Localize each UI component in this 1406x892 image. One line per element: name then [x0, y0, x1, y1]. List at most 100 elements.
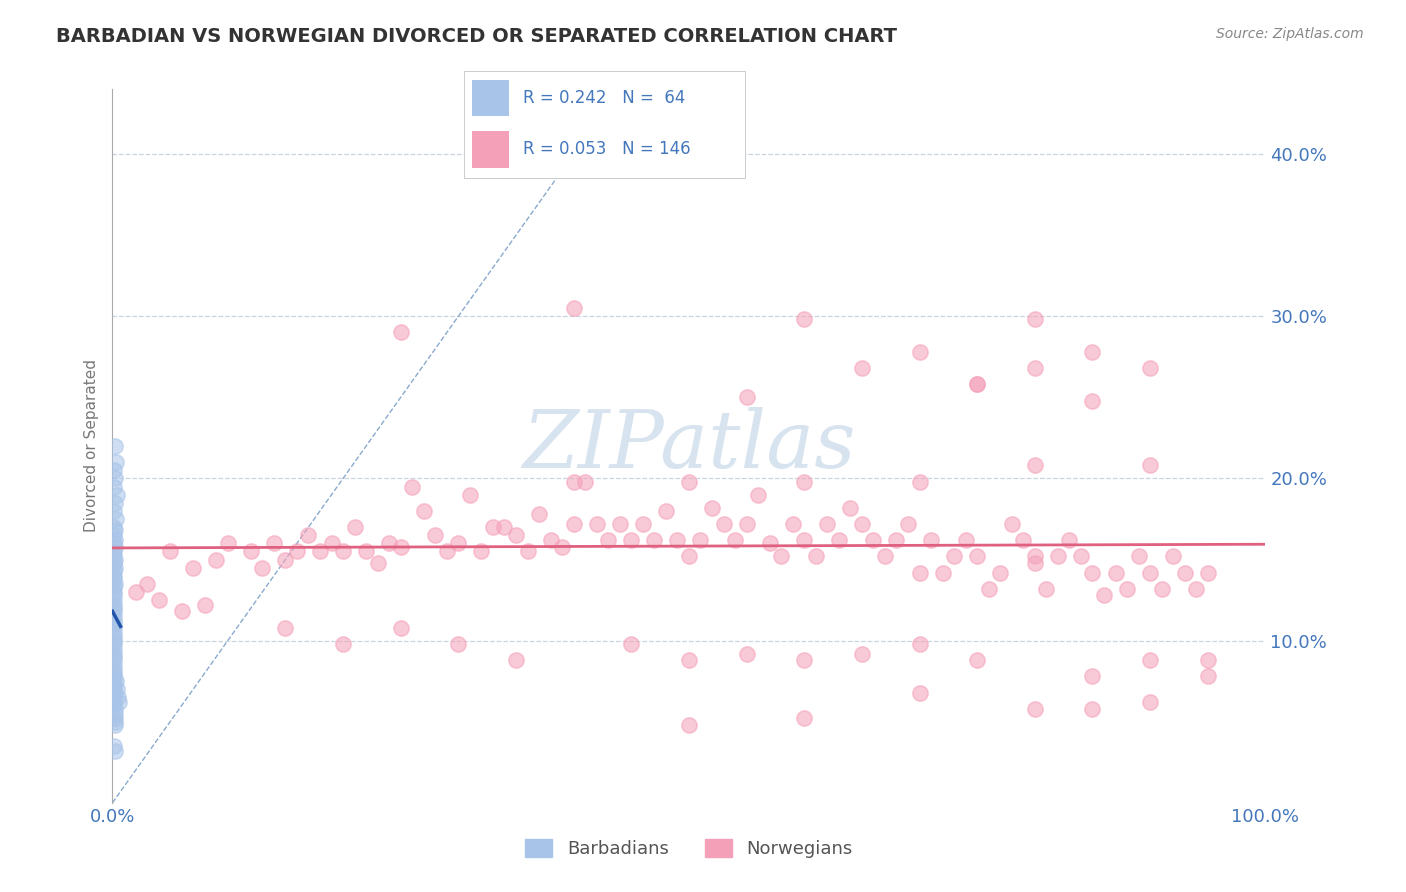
Point: [1185, 582, 1208, 596]
Point: [103, 695, 125, 709]
Point: [447, 536, 470, 550]
Point: [103, 564, 125, 578]
Point: [527, 507, 550, 521]
Point: [103, 657, 125, 672]
Point: [908, 345, 931, 359]
Point: [1046, 549, 1069, 564]
Point: [1012, 533, 1035, 547]
Point: [966, 653, 988, 667]
Point: [104, 496, 127, 510]
Text: R = 0.053   N = 146: R = 0.053 N = 146: [523, 141, 690, 159]
Point: [103, 647, 125, 661]
Point: [332, 544, 354, 558]
Point: [1001, 516, 1024, 531]
Point: [1024, 549, 1046, 564]
Point: [104, 711, 127, 725]
Point: [793, 533, 815, 547]
Point: [447, 637, 470, 651]
Point: [436, 544, 458, 558]
Point: [104, 455, 127, 469]
FancyBboxPatch shape: [472, 131, 509, 168]
Point: [1024, 361, 1046, 376]
Point: [1116, 582, 1139, 596]
Point: [540, 533, 562, 547]
Point: [966, 377, 988, 392]
Point: [873, 549, 896, 564]
Point: [1197, 566, 1219, 580]
Point: [103, 479, 125, 493]
Point: [955, 533, 977, 547]
Point: [977, 582, 1000, 596]
Point: [170, 604, 193, 618]
Point: [217, 536, 239, 550]
Point: [103, 504, 125, 518]
Point: [103, 536, 125, 550]
Point: [1161, 549, 1184, 564]
Point: [494, 520, 516, 534]
Point: [793, 475, 815, 489]
Point: [103, 617, 125, 632]
Point: [1024, 702, 1046, 716]
Point: [104, 706, 127, 721]
Point: [1139, 653, 1161, 667]
Point: [239, 544, 262, 558]
Point: [401, 479, 423, 493]
Point: [505, 653, 527, 667]
Point: [103, 601, 125, 615]
Point: [252, 560, 274, 574]
Point: [908, 475, 931, 489]
Point: [735, 516, 758, 531]
Point: [655, 504, 678, 518]
Point: [205, 552, 228, 566]
Point: [104, 439, 127, 453]
Point: [104, 533, 127, 547]
Point: [297, 528, 319, 542]
Point: [747, 488, 769, 502]
Point: [103, 572, 125, 586]
Point: [104, 524, 127, 538]
Point: [782, 516, 804, 531]
Point: [851, 516, 873, 531]
Point: [103, 739, 125, 753]
Point: [897, 516, 920, 531]
Point: [862, 533, 884, 547]
Point: [689, 533, 711, 547]
Point: [470, 544, 492, 558]
Point: [103, 637, 125, 651]
Point: [1024, 458, 1046, 473]
Point: [1070, 549, 1092, 564]
Point: [620, 637, 643, 651]
Point: [103, 585, 125, 599]
Text: BARBADIAN VS NORWEGIAN DIVORCED OR SEPARATED CORRELATION CHART: BARBADIAN VS NORWEGIAN DIVORCED OR SEPAR…: [56, 27, 897, 45]
Point: [159, 544, 181, 558]
Point: [1128, 549, 1150, 564]
Text: Source: ZipAtlas.com: Source: ZipAtlas.com: [1216, 27, 1364, 41]
Point: [103, 621, 125, 635]
Point: [678, 475, 700, 489]
Point: [551, 540, 574, 554]
Point: [103, 669, 125, 683]
Point: [124, 585, 146, 599]
Point: [943, 549, 966, 564]
Point: [148, 593, 170, 607]
Point: [389, 540, 412, 554]
Point: [1024, 312, 1046, 326]
Y-axis label: Divorced or Separated: Divorced or Separated: [83, 359, 98, 533]
Point: [598, 533, 620, 547]
Point: [103, 625, 125, 640]
Point: [103, 528, 125, 542]
Point: [309, 544, 332, 558]
Point: [851, 647, 873, 661]
Point: [103, 544, 125, 558]
Point: [1139, 566, 1161, 580]
Point: [103, 679, 125, 693]
Point: [700, 500, 723, 515]
Point: [367, 556, 389, 570]
Point: [103, 666, 125, 681]
Point: [458, 488, 481, 502]
Point: [104, 714, 127, 729]
Point: [609, 516, 631, 531]
Point: [620, 533, 643, 547]
Point: [103, 690, 125, 705]
Point: [678, 549, 700, 564]
